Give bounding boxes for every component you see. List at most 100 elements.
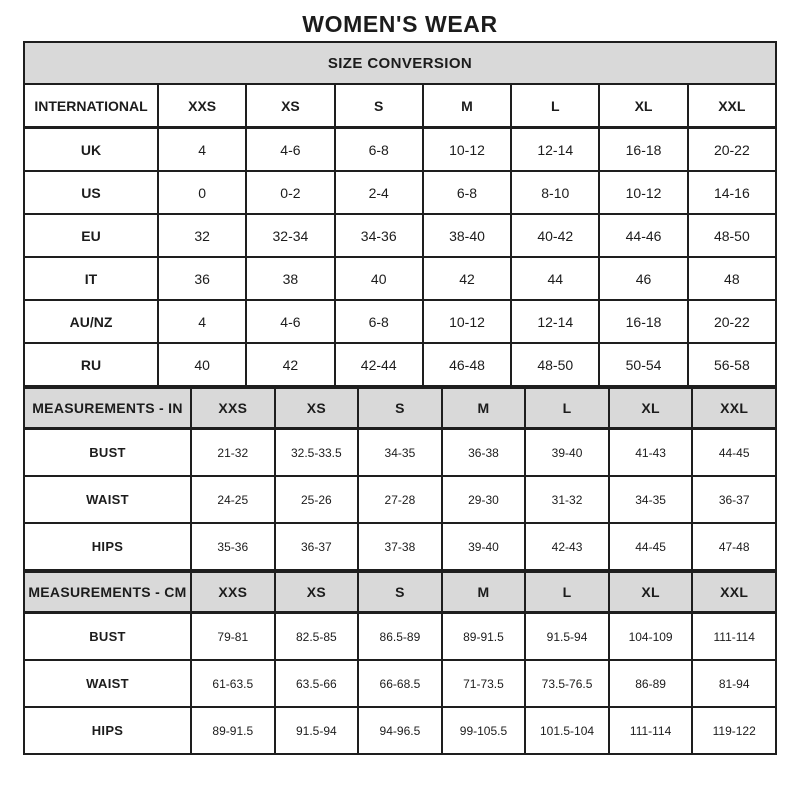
- column-header: XXS: [190, 387, 276, 430]
- cell: 104-109: [607, 611, 694, 661]
- cell: 12-14: [510, 126, 601, 172]
- cell: 91.5-94: [524, 611, 610, 661]
- cell: 66-68.5: [357, 659, 443, 708]
- cell: 4-6: [245, 299, 336, 344]
- cell: 4-6: [245, 126, 336, 172]
- cell: 4: [156, 126, 248, 172]
- row-label: BUST: [23, 611, 192, 661]
- cell: 32.5-33.5: [273, 427, 360, 477]
- cell: 42: [421, 256, 513, 301]
- cell: 36-37: [273, 522, 360, 571]
- cell: 44-45: [691, 427, 777, 477]
- table-row: WAIST 24-25 25-26 27-28 29-30 31-32 34-3…: [23, 475, 777, 524]
- column-header: XXS: [190, 571, 276, 614]
- column-header: M: [440, 387, 527, 430]
- cell: 34-35: [607, 475, 694, 524]
- cell: 41-43: [607, 427, 694, 477]
- row-label: US: [23, 170, 159, 215]
- cell: 40-42: [510, 213, 601, 258]
- cell: 91.5-94: [273, 706, 360, 755]
- cell: 32-34: [245, 213, 336, 258]
- row-label: INTERNATIONAL: [23, 83, 159, 129]
- page-title: WOMEN'S WEAR: [302, 11, 498, 37]
- table-row: WAIST 61-63.5 63.5-66 66-68.5 71-73.5 73…: [23, 659, 777, 708]
- column-header: XL: [607, 571, 694, 614]
- cell: 79-81: [190, 611, 276, 661]
- column-header: XXL: [691, 571, 777, 614]
- cell: 2-4: [333, 170, 424, 215]
- cell: 37-38: [357, 522, 443, 571]
- cell: 99-105.5: [440, 706, 527, 755]
- cell: 34-35: [357, 427, 443, 477]
- cell: 16-18: [598, 299, 689, 344]
- cell: 10-12: [421, 126, 513, 172]
- size-conversion-header: SIZE CONVERSION: [23, 41, 777, 85]
- cell: 42-43: [524, 522, 610, 571]
- cell: 12-14: [510, 299, 601, 344]
- cell: 73.5-76.5: [524, 659, 610, 708]
- table-row: EU 32 32-34 34-36 38-40 40-42 44-46 48-5…: [23, 213, 778, 258]
- cell: M: [421, 83, 513, 129]
- row-label: IT: [23, 256, 159, 301]
- cell: 6-8: [421, 170, 513, 215]
- cell: 40: [333, 256, 424, 301]
- cell: L: [510, 83, 601, 129]
- cell: 32: [156, 213, 248, 258]
- cell: 35-36: [190, 522, 276, 571]
- measurements-in-table: MEASUREMENTS - IN XXS XS S M L XL XXL BU…: [23, 387, 777, 571]
- cell: XXL: [686, 83, 778, 129]
- cell: 0: [156, 170, 248, 215]
- cell: 86.5-89: [357, 611, 443, 661]
- cell: 101.5-104: [524, 706, 610, 755]
- column-header: XL: [607, 387, 694, 430]
- table-header-row: MEASUREMENTS - IN XXS XS S M L XL XXL: [23, 387, 777, 430]
- cell: 38-40: [421, 213, 513, 258]
- cell: 10-12: [421, 299, 513, 344]
- cell: 38: [245, 256, 336, 301]
- cell: XS: [245, 83, 336, 129]
- cell: 44-45: [607, 522, 694, 571]
- table-row: US 0 0-2 2-4 6-8 8-10 10-12 14-16: [23, 170, 778, 215]
- row-label: BUST: [23, 427, 192, 477]
- table-row: HIPS 35-36 36-37 37-38 39-40 42-43 44-45…: [23, 522, 777, 571]
- table-row: BUST 79-81 82.5-85 86.5-89 89-91.5 91.5-…: [23, 611, 777, 661]
- table-row: INTERNATIONAL XXS XS S M L XL XXL: [23, 83, 778, 129]
- cell: 44: [510, 256, 601, 301]
- cell: S: [333, 83, 424, 129]
- row-label: AU/NZ: [23, 299, 159, 344]
- cell: 10-12: [598, 170, 689, 215]
- cell: 56-58: [686, 342, 778, 387]
- cell: 48-50: [686, 213, 778, 258]
- table-row: RU 40 42 42-44 46-48 48-50 50-54 56-58: [23, 342, 778, 387]
- cell: 42-44: [333, 342, 424, 387]
- cell: 20-22: [686, 299, 778, 344]
- row-label: EU: [23, 213, 159, 258]
- cell: 24-25: [190, 475, 276, 524]
- size-conversion-table: SIZE CONVERSION INTERNATIONAL XXS XS S M…: [23, 41, 778, 387]
- cell: 47-48: [691, 522, 777, 571]
- cell: 21-32: [190, 427, 276, 477]
- cell: 86-89: [607, 659, 694, 708]
- row-label: WAIST: [23, 659, 192, 708]
- cell: 81-94: [691, 659, 777, 708]
- cell: 82.5-85: [273, 611, 360, 661]
- cell: 31-32: [524, 475, 610, 524]
- cell: 8-10: [510, 170, 601, 215]
- column-header: S: [357, 387, 443, 430]
- cell: 39-40: [440, 522, 527, 571]
- column-header: M: [440, 571, 527, 614]
- table-row: BUST 21-32 32.5-33.5 34-35 36-38 39-40 4…: [23, 427, 777, 477]
- cell: 27-28: [357, 475, 443, 524]
- column-header: XXL: [691, 387, 777, 430]
- cell: 40: [156, 342, 248, 387]
- cell: 16-18: [598, 126, 689, 172]
- cell: 61-63.5: [190, 659, 276, 708]
- cell: 20-22: [686, 126, 778, 172]
- table-row: HIPS 89-91.5 91.5-94 94-96.5 99-105.5 10…: [23, 706, 777, 755]
- column-header: XS: [273, 387, 360, 430]
- cell: 89-91.5: [440, 611, 527, 661]
- cell: 46: [598, 256, 689, 301]
- cell: 44-46: [598, 213, 689, 258]
- table-row: UK 4 4-6 6-8 10-12 12-14 16-18 20-22: [23, 126, 778, 172]
- cell: 71-73.5: [440, 659, 527, 708]
